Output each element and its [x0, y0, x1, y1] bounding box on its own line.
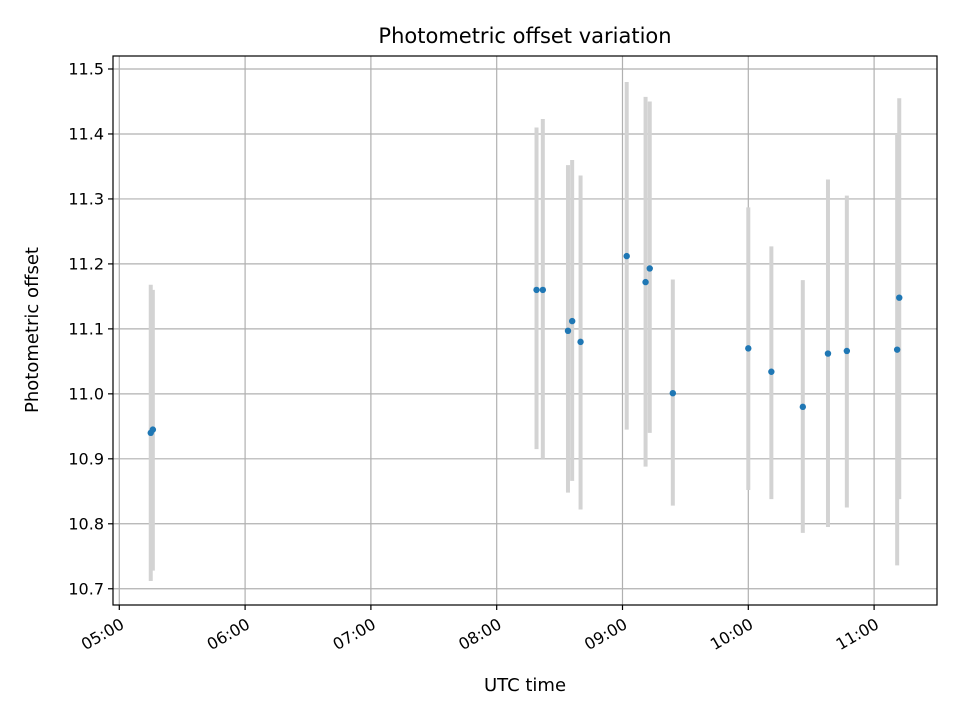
- x-tick-label: 07:00: [329, 614, 378, 654]
- plot-background: [113, 56, 937, 605]
- x-tick-label: 06:00: [204, 614, 253, 654]
- plot-frame: [112, 55, 938, 606]
- data-point: [623, 252, 630, 260]
- y-tick-label: 10.8: [68, 514, 104, 533]
- data-point: [745, 345, 752, 352]
- x-tick-label: 05:00: [78, 614, 127, 654]
- y-tick-label: 11.0: [68, 384, 104, 403]
- y-tick-label: 11.3: [68, 189, 104, 208]
- x-tick-label: 10:00: [707, 614, 756, 654]
- data-point: [799, 403, 807, 411]
- y-axis: 10.7 10.8 10.9 11.0 11.1 11.2 11.3 11.4 11.5: [68, 59, 113, 598]
- data-point: [669, 389, 677, 397]
- data-point: [896, 294, 903, 301]
- y-axis-label: Photometric offset: [22, 247, 43, 413]
- data-point: [533, 286, 540, 294]
- y-tick-label: 11.2: [68, 254, 104, 273]
- data-point: [824, 350, 832, 357]
- y-tick-label: 11.5: [68, 59, 104, 78]
- data-point: [568, 317, 576, 325]
- x-tick-label: 11:00: [833, 614, 882, 654]
- data-point: [646, 265, 653, 272]
- data-point: [577, 338, 584, 346]
- data-point: [149, 426, 157, 433]
- x-tick-label: 09:00: [581, 614, 630, 654]
- y-tick-label: 11.1: [68, 319, 104, 338]
- data-point: [893, 346, 901, 353]
- data-point: [539, 286, 547, 294]
- data-point: [564, 327, 572, 335]
- data-points: [147, 252, 903, 437]
- y-tick-label: 10.9: [68, 449, 104, 468]
- y-tick-label: 11.4: [68, 124, 104, 143]
- x-axis: 05:00 06:00 07:00 08:00 09:00 10:00 11:00: [78, 605, 882, 654]
- y-tick-label: 10.7: [68, 579, 104, 598]
- data-point: [768, 368, 775, 375]
- chart-title: Photometric offset variation: [378, 24, 671, 48]
- x-axis-label: UTC time: [484, 675, 566, 696]
- x-tick-label: 08:00: [455, 614, 504, 654]
- data-point: [843, 347, 851, 355]
- data-point: [642, 278, 649, 286]
